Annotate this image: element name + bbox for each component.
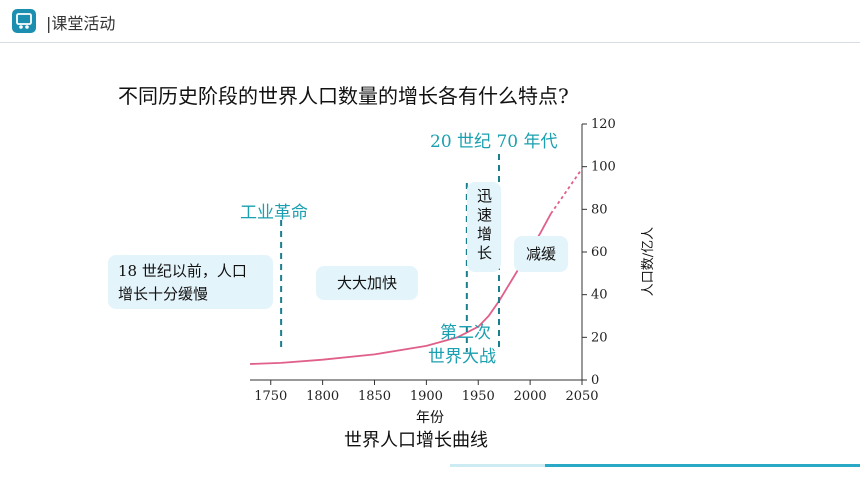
y-tick-label-60: 60 bbox=[591, 245, 608, 260]
x-tick-label-1800: 1800 bbox=[306, 389, 339, 404]
population-curve-projected bbox=[550, 168, 583, 215]
annotation-industrial-revolution: 工业革命 bbox=[240, 203, 308, 223]
label-accelerate: 大大加快 bbox=[316, 266, 418, 300]
header-bar: |课堂活动 bbox=[0, 0, 860, 42]
y-tick-label-80: 80 bbox=[591, 202, 608, 217]
annotation-ww2-line1: 第二次 bbox=[440, 323, 491, 343]
x-tick-label-1850: 1850 bbox=[358, 389, 391, 404]
y-tick-label-0: 0 bbox=[591, 373, 599, 388]
y-tick-label-120: 120 bbox=[591, 117, 616, 132]
footer-bar-light bbox=[450, 464, 545, 467]
label-before-18th-line1: 18 世纪以前，人口 bbox=[118, 262, 247, 280]
question-text: 不同历史阶段的世界人口数量的增长各有什么特点? bbox=[118, 84, 569, 108]
x-tick-label-2050: 2050 bbox=[565, 389, 598, 404]
x-axis-label: 年份 bbox=[416, 410, 444, 426]
y-axis-label: 人口数/亿人 bbox=[641, 226, 657, 297]
header-divider bbox=[0, 42, 860, 43]
y-tick-label-100: 100 bbox=[591, 160, 616, 175]
section-title: |课堂活动 bbox=[46, 14, 116, 33]
label-slowdown: 减缓 bbox=[514, 236, 568, 272]
label-rapid-growth: 迅速增长 bbox=[467, 182, 501, 272]
y-tick-label-40: 40 bbox=[591, 288, 608, 303]
x-tick-label-2000: 2000 bbox=[514, 389, 547, 404]
label-before-18th-century: 18 世纪以前，人口 增长十分缓慢 bbox=[108, 255, 273, 309]
annotation-ww2-line2: 世界大战 bbox=[428, 347, 496, 367]
footer-bar-accent bbox=[545, 464, 860, 467]
x-tick-label-1750: 1750 bbox=[254, 389, 287, 404]
x-tick-label-1950: 1950 bbox=[462, 389, 495, 404]
label-before-18th-line2: 增长十分缓慢 bbox=[118, 285, 209, 303]
y-tick-label-20: 20 bbox=[591, 330, 608, 345]
chart-title: 世界人口增长曲线 bbox=[344, 430, 488, 451]
classroom-icon bbox=[12, 9, 36, 33]
annotation-1970s: 20 世纪 70 年代 bbox=[430, 132, 558, 152]
x-tick-label-1900: 1900 bbox=[410, 389, 443, 404]
